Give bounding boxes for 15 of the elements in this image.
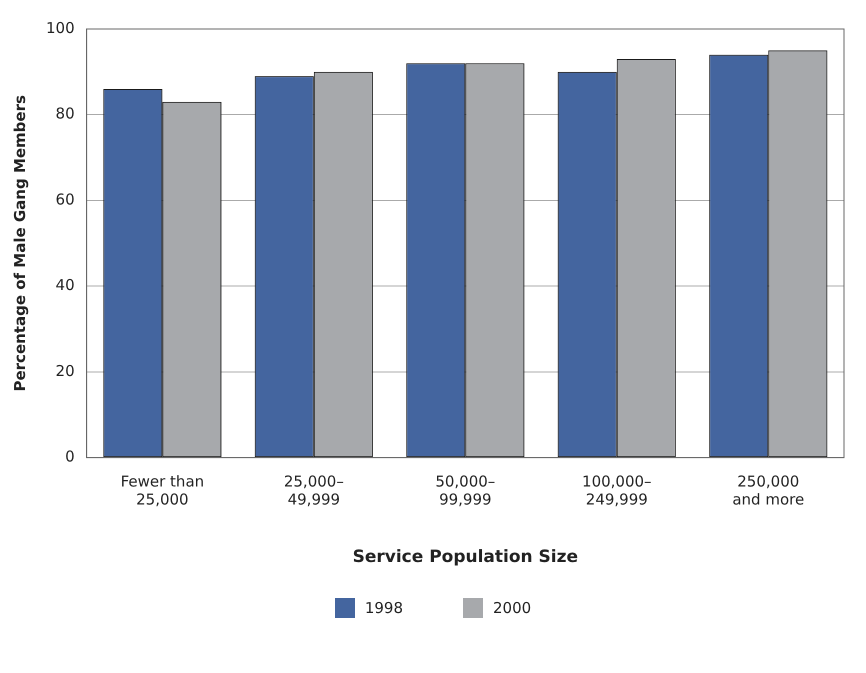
- y-tick-label: 80: [56, 104, 75, 123]
- y-axis-title: Percentage of Male Gang Members: [10, 95, 29, 392]
- x-tick-label: 50,000– 99,999: [435, 472, 496, 508]
- legend-label: 2000: [493, 599, 532, 617]
- y-tick-label: 20: [56, 362, 75, 380]
- legend-label: 1998: [364, 599, 403, 617]
- y-tick-label: 60: [56, 190, 75, 208]
- y-tick-label: 40: [56, 276, 75, 294]
- x-tick-label: 250,000 and more: [732, 472, 804, 508]
- y-tick-label: 0: [65, 447, 75, 466]
- x-tick-label: 100,000– 249,999: [582, 472, 652, 508]
- x-tick-label: 25,000– 49,999: [284, 472, 344, 508]
- x-tick-label: Fewer than 25,000: [120, 472, 204, 508]
- y-tick-label: 100: [46, 18, 75, 37]
- x-axis-title: Service Population Size: [352, 547, 578, 568]
